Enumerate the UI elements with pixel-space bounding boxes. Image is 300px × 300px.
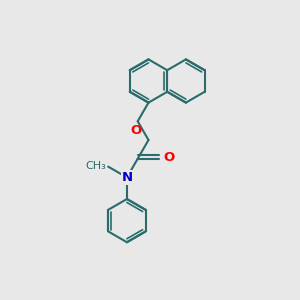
Text: N: N — [121, 171, 133, 184]
Text: CH₃: CH₃ — [85, 161, 106, 171]
Text: O: O — [130, 124, 142, 137]
Text: O: O — [164, 151, 175, 164]
